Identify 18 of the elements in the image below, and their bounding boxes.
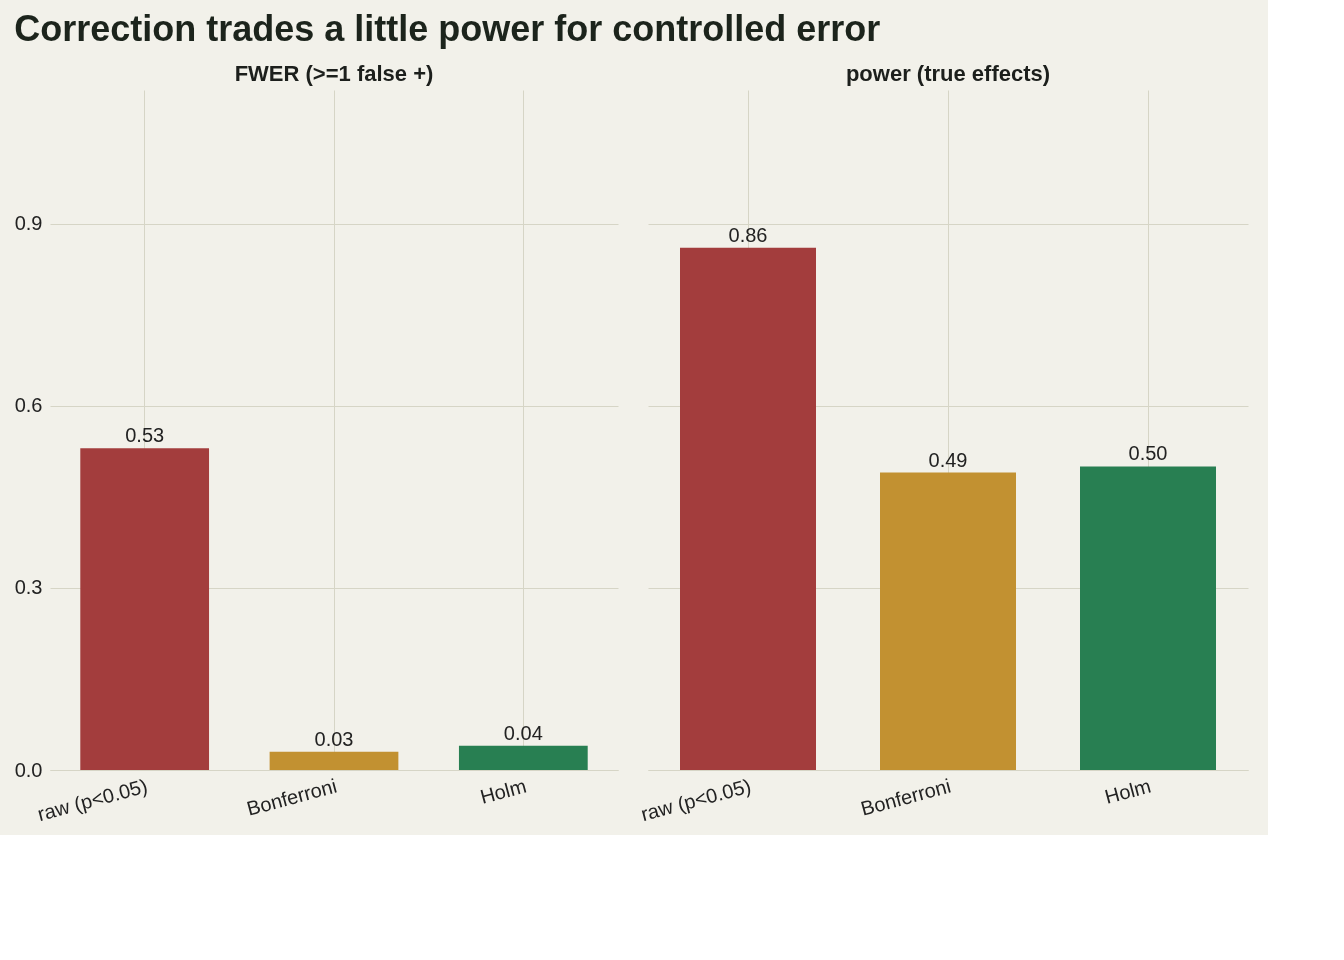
x-tick-label: Holm [477, 774, 529, 808]
y-tick-label: 0.9 [14, 212, 43, 235]
data-label: 0.50 [1128, 442, 1168, 465]
bar [80, 448, 210, 770]
data-label: 0.04 [503, 721, 543, 744]
data-label: 0.49 [928, 448, 968, 471]
chart-title: Correction trades a little power for controlled error [14, 8, 881, 49]
x-tick-label: Holm [1102, 774, 1154, 808]
y-tick-label: 0.0 [14, 758, 43, 781]
y-tick-label: 0.3 [14, 576, 43, 599]
bar [269, 751, 399, 770]
data-label: 0.86 [728, 223, 768, 246]
data-label: 0.53 [125, 424, 165, 447]
data-label: 0.03 [314, 727, 354, 750]
y-tick-label: 0.6 [14, 394, 43, 417]
chart-subtitle: FWER (>=1 false +) [234, 61, 434, 86]
chart-subtitle: power (true effects) [845, 61, 1051, 86]
bar [458, 745, 588, 770]
